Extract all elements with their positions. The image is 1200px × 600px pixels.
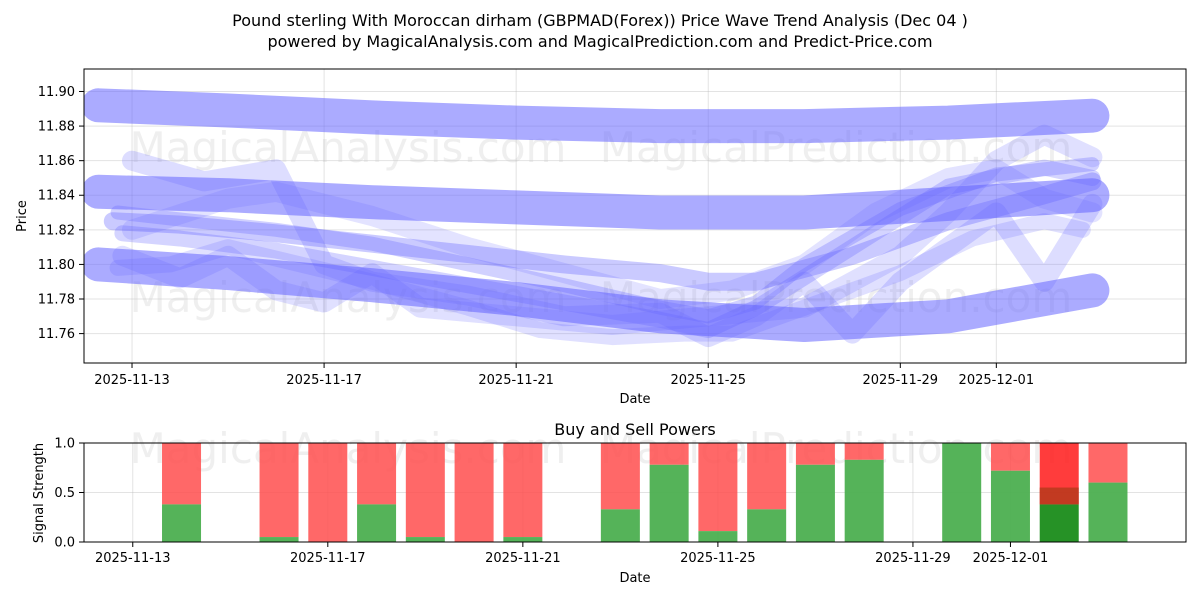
sell-power-bar xyxy=(308,443,348,542)
price-series-wave-2 xyxy=(110,157,1100,324)
price-series-wave-1 xyxy=(103,172,1102,291)
overlap-power-band xyxy=(1039,487,1079,505)
price-y-tick-label: 11.86 xyxy=(38,154,75,169)
buy-power-bar xyxy=(357,504,397,542)
buy-sell-y-ticks: 0.0 0.5 1.0 xyxy=(54,437,84,551)
price-x-tick-label: 2025-11-29 xyxy=(863,373,939,388)
price-x-tick-label: 2025-11-25 xyxy=(670,373,746,388)
price-x-axis-label: Date xyxy=(619,392,650,407)
price-y-axis-label: Price xyxy=(15,200,30,232)
buy-power-bar xyxy=(942,443,982,542)
price-x-tick-label: 2025-11-21 xyxy=(478,373,554,388)
price-series-wave-6 xyxy=(122,159,1103,309)
buy-power-bar xyxy=(405,537,445,542)
buy-sell-y-tick-label: 1.0 xyxy=(54,437,75,452)
buy-sell-bars xyxy=(162,443,1128,542)
sell-power-bar xyxy=(990,443,1030,471)
price-y-ticks: 11.76 11.78 11.80 11.82 11.84 11.86 11.88 11.90 xyxy=(38,85,84,342)
buy-power-bar xyxy=(600,509,640,542)
buy-sell-x-tick-label: 2025-12-01 xyxy=(973,551,1049,566)
buy-sell-title: Buy and Sell Powers xyxy=(554,420,716,439)
price-series-mid-band xyxy=(84,174,1110,230)
buy-power-bar xyxy=(649,464,689,542)
chart-title-line1: Pound sterling With Moroccan dirham (GBP… xyxy=(232,11,968,30)
price-series-wave-7 xyxy=(109,213,1091,346)
sell-power-bar xyxy=(698,443,738,532)
sell-power-bar xyxy=(259,443,299,538)
buy-sell-y-tick-label: 0.5 xyxy=(54,486,75,501)
price-y-tick-label: 11.78 xyxy=(38,293,75,308)
price-x-tick-label: 2025-11-13 xyxy=(94,373,170,388)
buy-sell-x-tick-label: 2025-11-17 xyxy=(290,551,366,566)
sell-power-bar xyxy=(795,443,835,465)
buy-sell-x-axis-label: Date xyxy=(619,571,650,586)
buy-power-bar xyxy=(844,459,884,542)
sell-power-bar xyxy=(1088,443,1128,483)
price-series-group xyxy=(84,88,1110,348)
buy-sell-y-tick-label: 0.0 xyxy=(54,536,75,551)
price-series-wave-3 xyxy=(114,159,1101,339)
price-x-tick-label: 2025-12-01 xyxy=(959,373,1035,388)
buy-sell-plot: Buy and Sell Powers MagicalAnalysis.com … xyxy=(32,420,1187,586)
buy-power-bar xyxy=(162,504,202,542)
buy-power-bar xyxy=(990,470,1030,542)
sell-power-bar xyxy=(649,443,689,465)
price-y-tick-label: 11.84 xyxy=(38,189,75,204)
price-plot-frame xyxy=(83,68,1187,364)
buy-power-bar xyxy=(1039,504,1079,542)
buy-power-bar xyxy=(698,531,738,542)
sell-power-bar xyxy=(405,443,445,538)
price-y-tick-label: 11.90 xyxy=(38,85,75,100)
buy-sell-x-tick-label: 2025-11-29 xyxy=(875,551,951,566)
buy-power-bar xyxy=(795,464,835,542)
sell-power-bar xyxy=(747,443,787,510)
buy-sell-x-tick-label: 2025-11-13 xyxy=(95,551,171,566)
price-x-ticks: 2025-11-13 2025-11-17 2025-11-21 2025-11-25… xyxy=(94,363,1034,388)
price-x-tick-label: 2025-11-17 xyxy=(286,373,362,388)
price-y-tick-label: 11.80 xyxy=(38,258,75,273)
price-series-upper-band xyxy=(84,88,1110,144)
buy-power-bar xyxy=(747,509,787,542)
sell-power-bar xyxy=(357,443,397,505)
sell-power-bar xyxy=(454,443,494,542)
sell-power-bar xyxy=(600,443,640,510)
buy-power-bar xyxy=(1088,482,1128,542)
sell-power-bar xyxy=(844,443,884,460)
price-series-wave-5 xyxy=(112,124,1103,335)
watermark-left-3: MagicalAnalysis.com xyxy=(130,424,567,473)
price-series-wave-4 xyxy=(122,150,1103,348)
buy-sell-x-tick-label: 2025-11-25 xyxy=(680,551,756,566)
price-y-tick-label: 11.88 xyxy=(38,120,75,135)
price-wave-plot: MagicalAnalysis.com MagicalPrediction.co… xyxy=(15,68,1187,407)
buy-power-bar xyxy=(503,537,543,542)
price-series-lower-band xyxy=(84,247,1110,342)
buy-sell-y-axis-label: Signal Strength xyxy=(32,443,47,543)
buy-power-bar xyxy=(259,537,299,542)
price-y-tick-label: 11.76 xyxy=(38,327,75,342)
price-y-tick-label: 11.82 xyxy=(38,223,75,238)
chart-title-line2: powered by MagicalAnalysis.com and Magic… xyxy=(267,32,932,51)
sell-power-bar xyxy=(162,443,202,505)
buy-sell-x-ticks: 2025-11-13 2025-11-17 2025-11-21 2025-11-25… xyxy=(95,542,1048,566)
buy-sell-x-tick-label: 2025-11-21 xyxy=(485,551,561,566)
sell-power-bar xyxy=(503,443,543,538)
